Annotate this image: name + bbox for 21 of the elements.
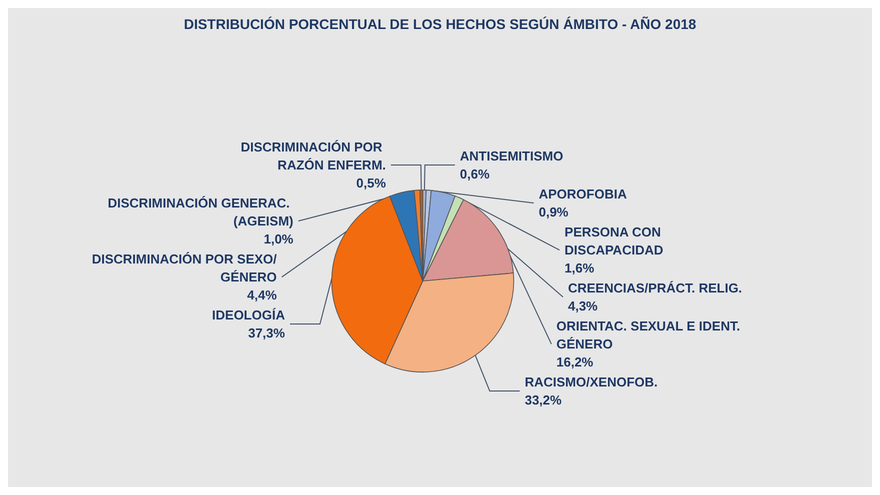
slice-label: IDEOLOGÍA (212, 308, 286, 323)
data-label: 16,2% (556, 354, 594, 370)
slice-label: APOROFOBIA (538, 186, 628, 202)
data-label: 0,6% (460, 166, 490, 182)
data-label: 37,3% (248, 326, 286, 341)
slice-label: CREENCIAS/PRÁCT. RELIG. (568, 280, 742, 296)
slice-label: PERSONA CON DISCAPACIDAD (564, 224, 664, 258)
slice-label: DISCRIMINACIÓN POR SEXO/GÉNERO (92, 252, 278, 285)
slice-label: DISCRIMINACIÓN GENERAC. (AGEISM) (108, 196, 294, 229)
data-label: 33,2% (524, 392, 562, 408)
data-label: 1,0% (264, 232, 294, 247)
slice-label: ANTISEMITISMO (460, 148, 564, 164)
slice-label: ORIENTAC. SEXUAL E IDENT. GÉNERO (556, 318, 744, 352)
data-label: 4,3% (568, 298, 598, 314)
slice-label: RACISMO/XENOFOB. (524, 374, 658, 390)
data-label: 4,4% (247, 288, 278, 303)
chart-title: DISTRIBUCIÓN PORCENTUAL DE LOS HECHOS SEGÚN ÁMBITO - AÑO 2018 (184, 16, 696, 32)
slice-label: DISCRIMINACIÓN POR RAZÓN ENFERM. (240, 140, 386, 173)
data-label: 0,5% (356, 176, 386, 191)
data-label: 0,9% (538, 204, 569, 220)
data-label: 1,6% (564, 260, 595, 276)
